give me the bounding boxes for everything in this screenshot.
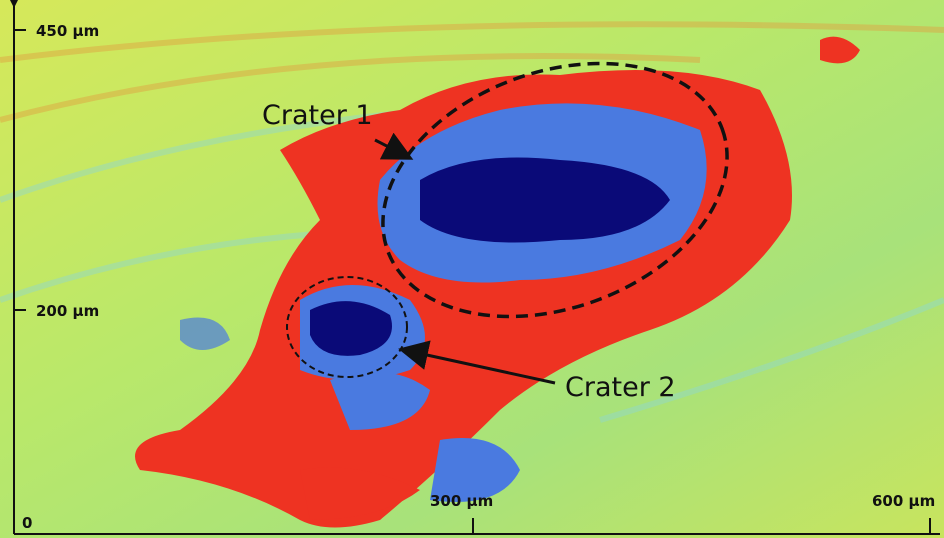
axis-label: 450 µm — [36, 22, 99, 40]
arrow — [374, 132, 414, 160]
crater-2-outline — [286, 276, 408, 378]
annotation: Crater 2 — [565, 372, 676, 403]
annotation: Crater 1 — [262, 100, 373, 131]
craters — [286, 61, 729, 378]
crater-1-outline — [381, 61, 729, 319]
deep-region — [310, 157, 670, 356]
arrow — [398, 340, 556, 385]
axis-label: 200 µm — [36, 302, 99, 320]
axis-label: 600 µm — [872, 492, 935, 510]
texture-bands — [0, 21, 944, 423]
axis-label: 300 µm — [430, 492, 493, 510]
axes — [4, 0, 940, 535]
axis-label: 0 — [22, 514, 32, 532]
